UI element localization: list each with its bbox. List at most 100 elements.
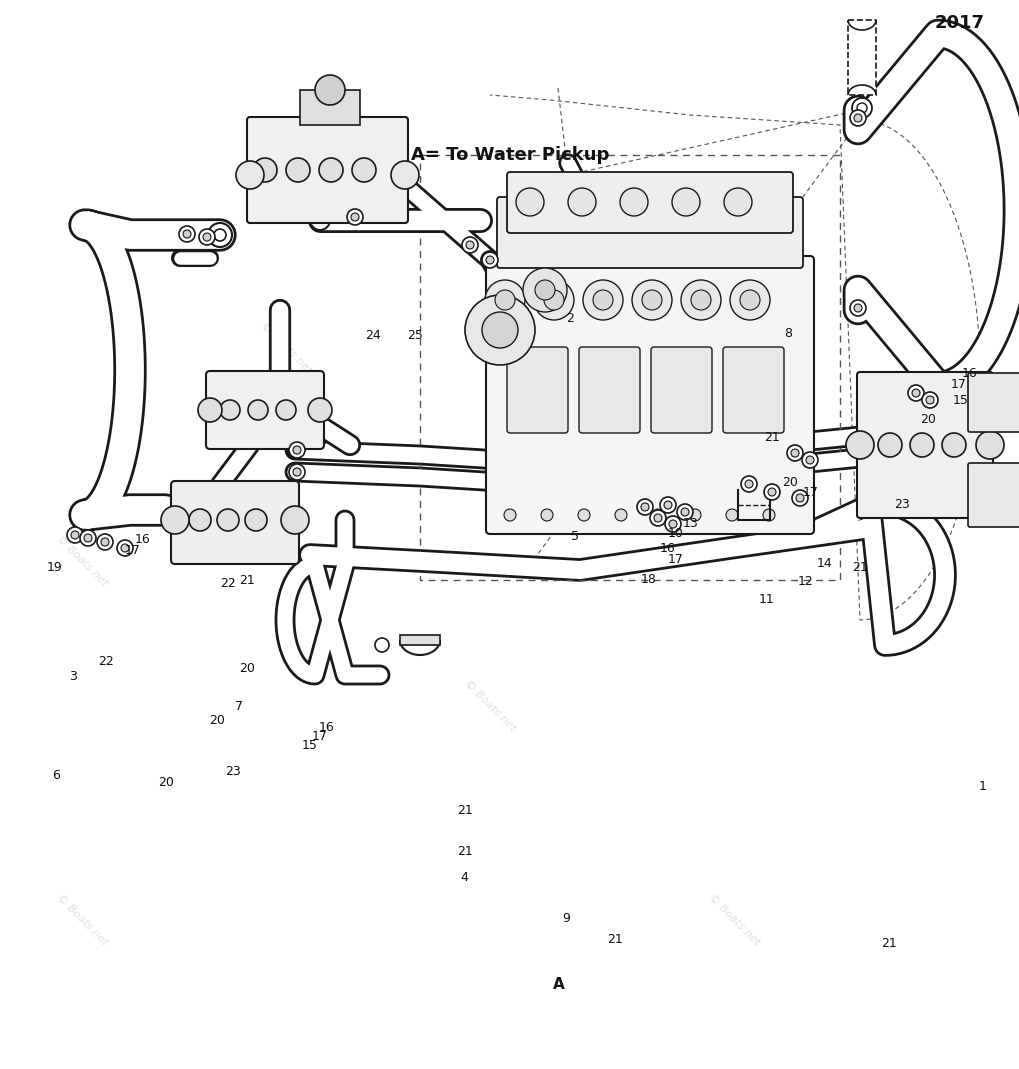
Circle shape	[101, 538, 109, 546]
Circle shape	[71, 531, 78, 539]
Text: 2017: 2017	[933, 14, 983, 32]
Circle shape	[767, 489, 775, 496]
Circle shape	[663, 501, 672, 509]
Text: 23: 23	[224, 765, 240, 778]
Text: 6: 6	[52, 769, 60, 781]
Circle shape	[198, 398, 222, 422]
FancyBboxPatch shape	[967, 373, 1019, 432]
Circle shape	[942, 433, 965, 458]
Text: 3: 3	[69, 670, 77, 683]
Circle shape	[79, 530, 96, 546]
Circle shape	[248, 400, 268, 420]
Text: 20: 20	[238, 662, 255, 675]
Circle shape	[790, 449, 798, 458]
Circle shape	[744, 480, 752, 489]
Circle shape	[856, 103, 866, 113]
Text: 10: 10	[666, 527, 683, 540]
Circle shape	[911, 389, 919, 397]
Circle shape	[481, 251, 498, 269]
Circle shape	[346, 210, 363, 224]
Circle shape	[853, 304, 861, 312]
Circle shape	[592, 290, 612, 310]
Bar	[399, 635, 439, 645]
Circle shape	[482, 252, 497, 268]
Text: 21: 21	[457, 804, 473, 817]
Text: 18: 18	[640, 573, 656, 586]
Circle shape	[285, 158, 310, 182]
Circle shape	[925, 396, 933, 404]
Circle shape	[485, 255, 493, 264]
Circle shape	[730, 280, 769, 320]
Text: 8: 8	[784, 327, 792, 340]
Circle shape	[462, 237, 478, 253]
Text: 16: 16	[961, 367, 977, 379]
Text: 17: 17	[950, 378, 966, 391]
Circle shape	[641, 290, 661, 310]
FancyBboxPatch shape	[967, 463, 1019, 527]
Text: © Boats.net: © Boats.net	[54, 533, 109, 589]
FancyBboxPatch shape	[506, 172, 792, 233]
FancyBboxPatch shape	[856, 372, 993, 518]
Text: 14: 14	[815, 557, 832, 570]
Text: 5: 5	[571, 530, 579, 543]
Circle shape	[97, 534, 113, 549]
Circle shape	[466, 241, 474, 249]
FancyBboxPatch shape	[247, 117, 408, 223]
Bar	[847, 20, 875, 95]
Circle shape	[637, 499, 652, 515]
Circle shape	[921, 392, 937, 408]
Circle shape	[849, 110, 865, 126]
Circle shape	[465, 295, 535, 365]
Text: 21: 21	[457, 846, 473, 858]
Text: 20: 20	[782, 476, 798, 489]
Text: 21: 21	[880, 938, 897, 950]
Text: 17: 17	[666, 553, 683, 566]
Circle shape	[220, 400, 239, 420]
Circle shape	[84, 534, 92, 542]
Circle shape	[253, 158, 277, 182]
Circle shape	[310, 210, 330, 230]
Text: A: A	[552, 977, 565, 992]
Text: 20: 20	[158, 776, 174, 789]
Circle shape	[276, 400, 296, 420]
Circle shape	[516, 188, 543, 216]
Circle shape	[189, 509, 211, 531]
Text: 12: 12	[797, 575, 813, 588]
Circle shape	[319, 158, 342, 182]
Circle shape	[117, 540, 132, 556]
Circle shape	[795, 494, 803, 502]
Text: 22: 22	[98, 655, 114, 668]
Circle shape	[351, 213, 359, 221]
Circle shape	[877, 433, 901, 458]
Circle shape	[121, 544, 128, 552]
Text: 20: 20	[919, 413, 935, 425]
Circle shape	[975, 431, 1003, 459]
Circle shape	[280, 506, 309, 534]
Text: 25: 25	[407, 329, 423, 342]
Circle shape	[245, 509, 267, 531]
Circle shape	[568, 188, 595, 216]
Circle shape	[199, 229, 215, 245]
Circle shape	[67, 527, 83, 543]
Bar	[300, 90, 360, 125]
Text: 16: 16	[135, 533, 151, 546]
Circle shape	[907, 385, 923, 401]
Circle shape	[688, 509, 700, 521]
Text: A= To Water Pickup: A= To Water Pickup	[411, 146, 608, 164]
FancyBboxPatch shape	[722, 347, 784, 433]
Circle shape	[668, 520, 677, 528]
Text: 7: 7	[234, 700, 243, 713]
Circle shape	[208, 223, 231, 247]
Circle shape	[494, 290, 515, 310]
Circle shape	[288, 464, 305, 480]
Circle shape	[791, 490, 807, 506]
Text: 23: 23	[893, 498, 909, 511]
Circle shape	[620, 188, 647, 216]
Circle shape	[484, 280, 525, 320]
FancyBboxPatch shape	[206, 371, 324, 449]
Circle shape	[214, 229, 226, 241]
Circle shape	[640, 503, 648, 511]
Text: 21: 21	[851, 561, 867, 574]
FancyBboxPatch shape	[496, 197, 802, 268]
Circle shape	[681, 280, 720, 320]
